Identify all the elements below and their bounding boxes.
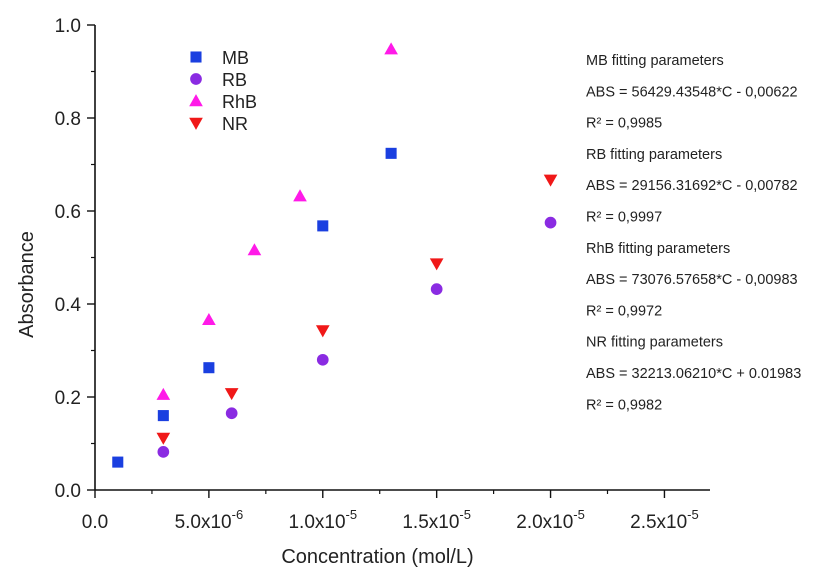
legend-marker-rb: [190, 73, 202, 85]
data-point-rhb: [293, 189, 307, 202]
fit-annotation-line: RB fitting parameters: [586, 147, 722, 163]
data-point-nr: [429, 258, 444, 271]
data-point-mb: [112, 456, 124, 468]
x-tick-label: 2.5x10-5: [630, 507, 699, 533]
fit-annotation-line: ABS = 73076.57658*C - 0,00983: [586, 272, 798, 288]
x-tick-label: 2.0x10-5: [516, 507, 585, 533]
data-point-rb: [430, 283, 443, 295]
data-point-rb: [544, 216, 557, 229]
fit-annotation-line: R² = 0,9985: [586, 116, 662, 132]
data-point-rhb: [384, 42, 398, 55]
data-point-nr: [315, 325, 330, 338]
data-point-rhb: [247, 243, 262, 256]
legend-label-mb: MB: [222, 48, 249, 68]
data-point-mb: [385, 147, 397, 159]
data-point-nr: [543, 174, 558, 187]
data-point-mb: [157, 410, 169, 422]
fit-annotation-line: MB fitting parameters: [586, 53, 724, 69]
fit-annotation-line: NR fitting parameters: [586, 335, 723, 351]
y-tick-label: 0.8: [55, 109, 81, 130]
x-tick-label: 1.0x10-5: [288, 507, 357, 533]
x-axis-title: Concentration (mol/L): [281, 546, 473, 568]
fit-annotation-line: R² = 0,9982: [586, 397, 662, 413]
y-ticks: 0.0 0.2 0.4 0.6 0.8 1.0: [55, 16, 95, 502]
legend-label-rhb: RhB: [222, 92, 257, 112]
y-tick-label: 0.0: [55, 481, 81, 502]
fit-annotation-line: ABS = 56429.43548*C - 0,00622: [586, 84, 798, 100]
y-tick-label: 0.2: [55, 388, 81, 409]
data-point-mb: [203, 362, 215, 374]
y-axis-title: Absorbance: [16, 231, 38, 338]
data-point-rb: [157, 446, 170, 458]
x-tick-label: 1.5x10-5: [402, 507, 471, 533]
data-point-nr: [156, 432, 171, 445]
legend-marker-mb: [190, 51, 202, 63]
legend-marker-nr: [189, 117, 203, 130]
legend-marker-rhb: [189, 94, 203, 107]
fit-annotation-line: ABS = 32213.06210*C + 0.01983: [586, 366, 801, 382]
data-point-rhb: [202, 312, 216, 326]
y-tick-label: 0.6: [55, 202, 81, 223]
legend-label-rb: RB: [222, 70, 247, 90]
data-point-rb: [316, 353, 329, 366]
x-ticks: 0.0 5.0x10-6 1.0x10-5 1.5x10-5 2.0x10-5 2.5x1…: [82, 490, 699, 533]
x-tick-label: 0.0: [82, 512, 108, 533]
legend-label-nr: NR: [222, 114, 248, 134]
data-point-mb: [317, 220, 329, 232]
x-tick-label: 5.0x10-6: [175, 507, 244, 533]
fit-annotation-line: RhB fitting parameters: [586, 241, 730, 257]
axes: 0.0 5.0x10-6 1.0x10-5 1.5x10-5 2.0x10-5 2.5x1…: [55, 16, 710, 533]
data-point-rhb: [156, 387, 171, 400]
y-tick-label: 0.4: [55, 295, 82, 316]
fit-annotation-line: R² = 0,9972: [586, 303, 662, 319]
data-point-nr: [224, 388, 239, 401]
fit-annotations: MB fitting parameters ABS = 56429.43548*C…: [586, 53, 801, 413]
plot-points: [112, 42, 558, 468]
y-tick-label: 1.0: [55, 16, 81, 37]
fit-annotation-line: ABS = 29156.31692*C - 0,00782: [586, 178, 798, 194]
fit-annotation-line: R² = 0,9997: [586, 210, 662, 226]
data-point-rb: [225, 407, 238, 420]
